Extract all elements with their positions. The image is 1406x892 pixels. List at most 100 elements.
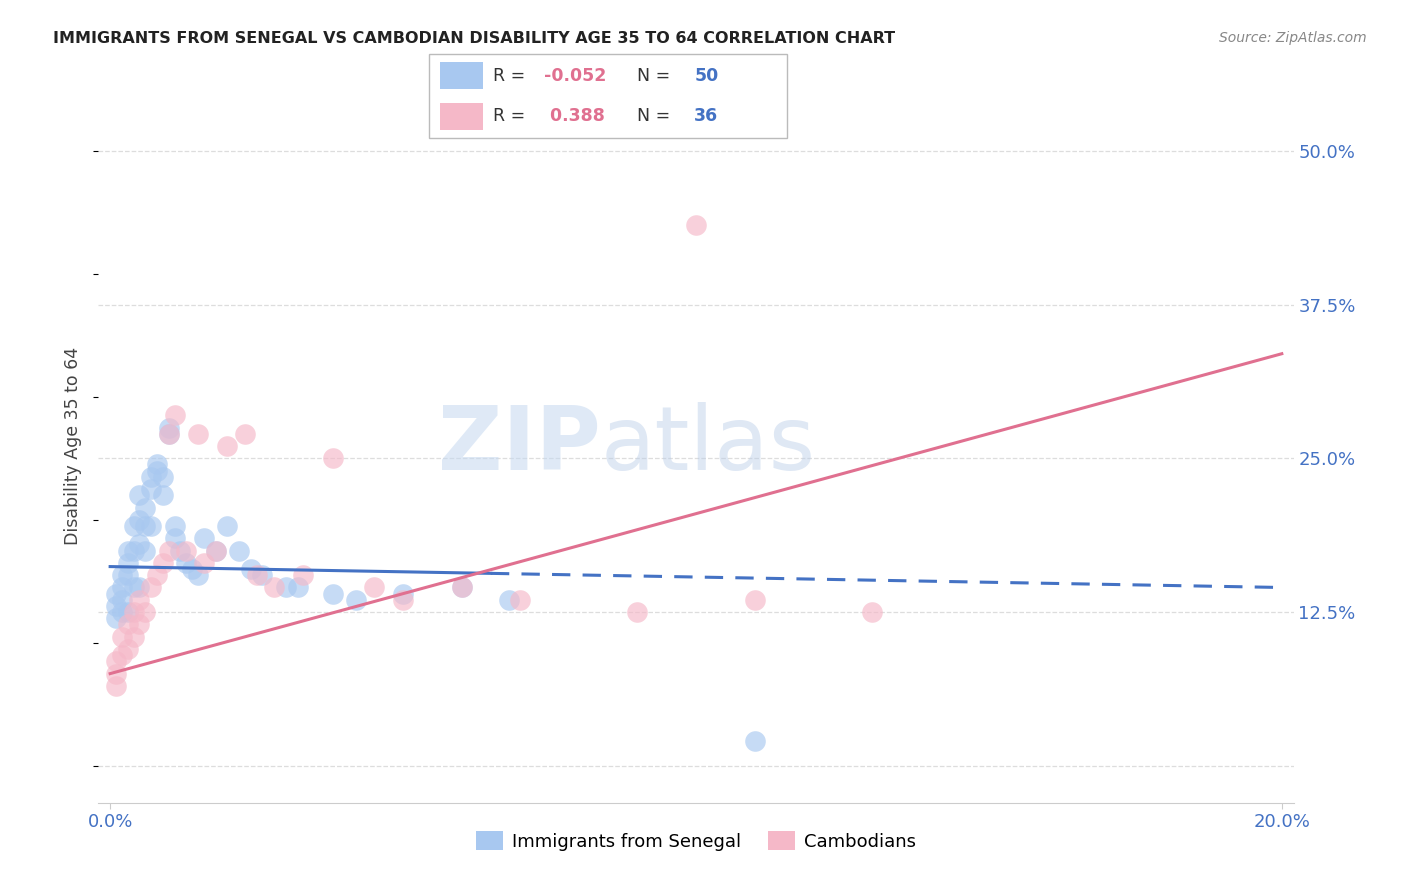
Point bbox=[117, 605, 139, 619]
Text: IMMIGRANTS FROM SENEGAL VS CAMBODIAN DISABILITY AGE 35 TO 64 CORRELATION CHART: IMMIGRANTS FROM SENEGAL VS CAMBODIAN DIS… bbox=[53, 31, 896, 46]
Point bbox=[122, 630, 145, 644]
Point bbox=[228, 543, 250, 558]
Point bbox=[187, 426, 209, 441]
Point bbox=[169, 543, 191, 558]
Point bbox=[146, 458, 169, 472]
Text: atlas: atlas bbox=[600, 402, 815, 490]
Point bbox=[128, 617, 150, 632]
Point bbox=[122, 519, 145, 533]
FancyBboxPatch shape bbox=[429, 54, 787, 138]
Point bbox=[111, 581, 134, 595]
Point bbox=[626, 605, 648, 619]
Point bbox=[744, 734, 766, 748]
Point bbox=[450, 581, 472, 595]
Point bbox=[122, 543, 145, 558]
Point bbox=[128, 581, 150, 595]
Point bbox=[157, 543, 180, 558]
Point bbox=[287, 581, 309, 595]
Point bbox=[163, 531, 186, 545]
Point bbox=[363, 581, 385, 595]
Point bbox=[141, 482, 163, 496]
Point bbox=[117, 617, 139, 632]
Point bbox=[134, 500, 156, 515]
Point bbox=[392, 592, 415, 607]
Legend: Immigrants from Senegal, Cambodians: Immigrants from Senegal, Cambodians bbox=[468, 824, 924, 858]
Point bbox=[105, 679, 128, 693]
Point bbox=[152, 556, 174, 570]
FancyBboxPatch shape bbox=[440, 103, 482, 130]
Point bbox=[274, 581, 297, 595]
Point bbox=[134, 605, 156, 619]
Point bbox=[157, 420, 180, 434]
Point bbox=[246, 568, 269, 582]
Point bbox=[122, 581, 145, 595]
Point bbox=[174, 543, 197, 558]
Point bbox=[217, 519, 239, 533]
Point bbox=[122, 605, 145, 619]
Point bbox=[141, 581, 163, 595]
Point bbox=[163, 409, 186, 423]
Point bbox=[392, 587, 415, 601]
Point bbox=[204, 543, 226, 558]
Point bbox=[217, 439, 239, 453]
Point bbox=[204, 543, 226, 558]
Point bbox=[193, 531, 215, 545]
Point bbox=[128, 513, 150, 527]
Text: Source: ZipAtlas.com: Source: ZipAtlas.com bbox=[1219, 31, 1367, 45]
Point bbox=[322, 587, 344, 601]
Text: 50: 50 bbox=[695, 67, 718, 85]
Point bbox=[263, 581, 285, 595]
Point bbox=[322, 451, 344, 466]
Point bbox=[141, 469, 163, 483]
Text: -0.052: -0.052 bbox=[544, 67, 606, 85]
Point bbox=[744, 592, 766, 607]
Point bbox=[141, 519, 163, 533]
Point bbox=[509, 592, 531, 607]
Point bbox=[450, 581, 472, 595]
Point bbox=[117, 642, 139, 657]
Point bbox=[181, 562, 204, 576]
Point bbox=[344, 592, 367, 607]
Point bbox=[157, 426, 180, 441]
Point bbox=[252, 568, 274, 582]
Point bbox=[134, 543, 156, 558]
Text: 0.388: 0.388 bbox=[544, 107, 605, 125]
Point bbox=[117, 556, 139, 570]
Point bbox=[111, 605, 134, 619]
Point bbox=[157, 426, 180, 441]
Point bbox=[117, 568, 139, 582]
Point bbox=[128, 537, 150, 551]
Point bbox=[105, 611, 128, 625]
Point bbox=[146, 568, 169, 582]
Point bbox=[174, 556, 197, 570]
Point bbox=[105, 666, 128, 681]
Point bbox=[187, 568, 209, 582]
Point bbox=[239, 562, 262, 576]
Point bbox=[134, 519, 156, 533]
Point bbox=[152, 488, 174, 502]
Point bbox=[111, 592, 134, 607]
Point bbox=[117, 543, 139, 558]
Point bbox=[146, 464, 169, 478]
Y-axis label: Disability Age 35 to 64: Disability Age 35 to 64 bbox=[65, 347, 83, 545]
Text: 36: 36 bbox=[695, 107, 718, 125]
Text: N =: N = bbox=[637, 67, 675, 85]
Point bbox=[152, 469, 174, 483]
Point bbox=[128, 488, 150, 502]
Point bbox=[128, 592, 150, 607]
Point bbox=[105, 654, 128, 668]
Point bbox=[860, 605, 883, 619]
Point bbox=[111, 568, 134, 582]
FancyBboxPatch shape bbox=[440, 62, 482, 89]
Text: ZIP: ZIP bbox=[437, 402, 600, 490]
Point bbox=[292, 568, 315, 582]
Point bbox=[111, 630, 134, 644]
Point bbox=[233, 426, 256, 441]
Point bbox=[105, 587, 128, 601]
Point bbox=[685, 218, 707, 232]
Point bbox=[498, 592, 520, 607]
Point bbox=[111, 648, 134, 662]
Point bbox=[163, 519, 186, 533]
Text: R =: R = bbox=[494, 67, 531, 85]
Point bbox=[105, 599, 128, 613]
